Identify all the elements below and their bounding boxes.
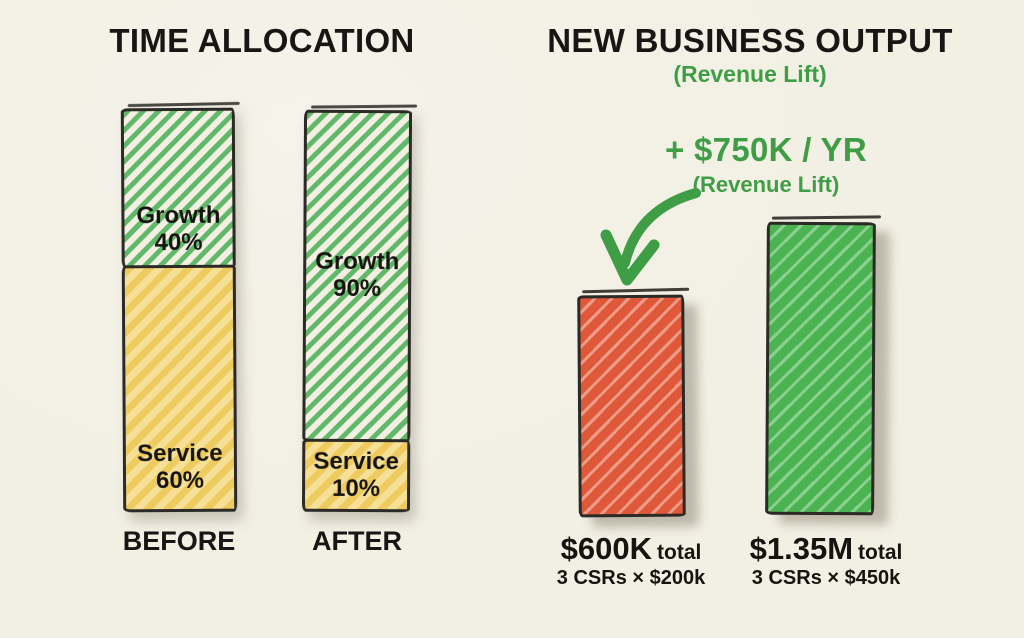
bar-1-35m-detail: 3 CSRs × $450k <box>751 567 901 589</box>
after-service-label: Service 10% <box>313 447 399 502</box>
segment-name: Service <box>137 439 223 468</box>
segment-name: Growth <box>136 201 221 230</box>
segment-percent: 40% <box>154 228 203 257</box>
curved-arrow-icon <box>600 188 701 286</box>
revenue-lift-amount: + $750K / YR <box>664 131 868 168</box>
value-suffix: total <box>657 541 702 564</box>
after-service-segment: Service 10% <box>301 438 411 513</box>
axis-label-after: AFTER <box>312 526 402 556</box>
after-growth-segment: Growth 90% <box>302 109 413 443</box>
axis-label-before: BEFORE <box>122 526 236 556</box>
segment-percent: 90% <box>333 274 382 303</box>
revenue-lift-caption: (Revenue Lift) <box>692 172 840 197</box>
bar-600k <box>577 294 686 518</box>
bar-1-35m <box>765 221 876 516</box>
bar-1-35m-value: $1.35M total <box>716 531 936 567</box>
before-service-segment: Service 60% <box>121 264 238 513</box>
time-allocation-title: TIME ALLOCATION <box>109 22 415 59</box>
value-suffix: total <box>858 541 903 564</box>
segment-name: Growth <box>315 247 400 276</box>
before-growth-label: Growth 40% <box>136 201 221 257</box>
value-amount: $1.35M <box>749 531 854 566</box>
segment-percent: 10% <box>331 474 381 502</box>
before-service-label: Service 60% <box>137 439 223 495</box>
revenue-lift-subtitle: (Revenue Lift) <box>673 61 827 87</box>
bar-600k-value: $600K total <box>521 531 741 567</box>
segment-name: Service <box>313 447 399 475</box>
value-amount: $600K <box>560 531 653 566</box>
stacked-bar-after: Growth 90% Service 10% <box>301 109 413 513</box>
segment-percent: 60% <box>155 466 205 495</box>
before-growth-segment: Growth 40% <box>120 107 236 269</box>
bar-600k-detail: 3 CSRs × $200k <box>556 567 706 589</box>
stacked-bar-before: Growth 40% Service 60% <box>120 107 238 513</box>
new-business-output-title: NEW BUSINESS OUTPUT <box>547 22 953 59</box>
after-growth-label: Growth 90% <box>315 247 400 303</box>
